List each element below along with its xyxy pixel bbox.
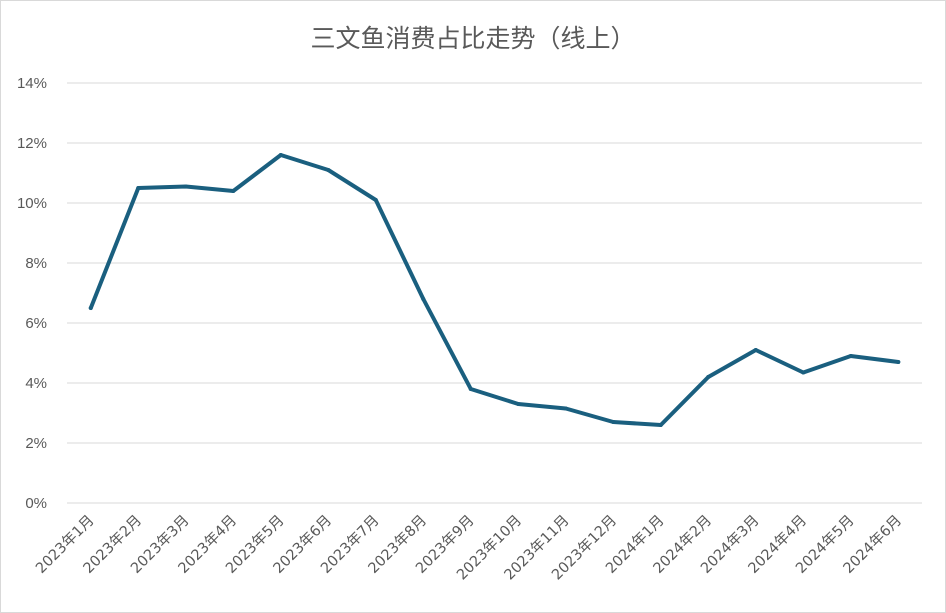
y-tick-label: 12% (17, 135, 47, 152)
y-tick-label: 8% (25, 255, 47, 272)
y-tick-label: 0% (25, 495, 47, 512)
data-point (611, 420, 616, 424)
series-layer (88, 153, 901, 427)
data-point (88, 306, 93, 310)
data-point (801, 370, 806, 375)
data-point (326, 168, 331, 172)
y-axis-ticks: 0% 2% 4% 6% 8% 10% 12% 14% (17, 75, 47, 512)
chart-title: 三文鱼消费占比走势（线上） (310, 24, 635, 53)
data-point (231, 189, 236, 193)
y-tick-label: 14% (17, 75, 47, 92)
y-tick-label: 4% (25, 375, 47, 392)
data-point (658, 423, 663, 427)
data-point (563, 406, 568, 411)
data-point (706, 375, 711, 379)
data-point (183, 184, 188, 189)
data-point (468, 387, 473, 391)
y-tick-label: 6% (25, 315, 47, 332)
data-point (278, 153, 283, 157)
series-line (88, 153, 901, 427)
data-point (136, 186, 141, 190)
data-point (421, 297, 426, 301)
data-point (516, 402, 521, 406)
data-point (896, 360, 901, 364)
y-tick-label: 2% (25, 435, 47, 452)
gridlines (67, 82, 922, 504)
data-point (848, 354, 853, 358)
data-point (753, 348, 758, 352)
y-tick-label: 10% (17, 195, 47, 212)
x-axis-ticks: 2023年1月2023年2月2023年3月2023年4月2023年5月2023年… (32, 512, 905, 584)
data-point (373, 198, 378, 202)
